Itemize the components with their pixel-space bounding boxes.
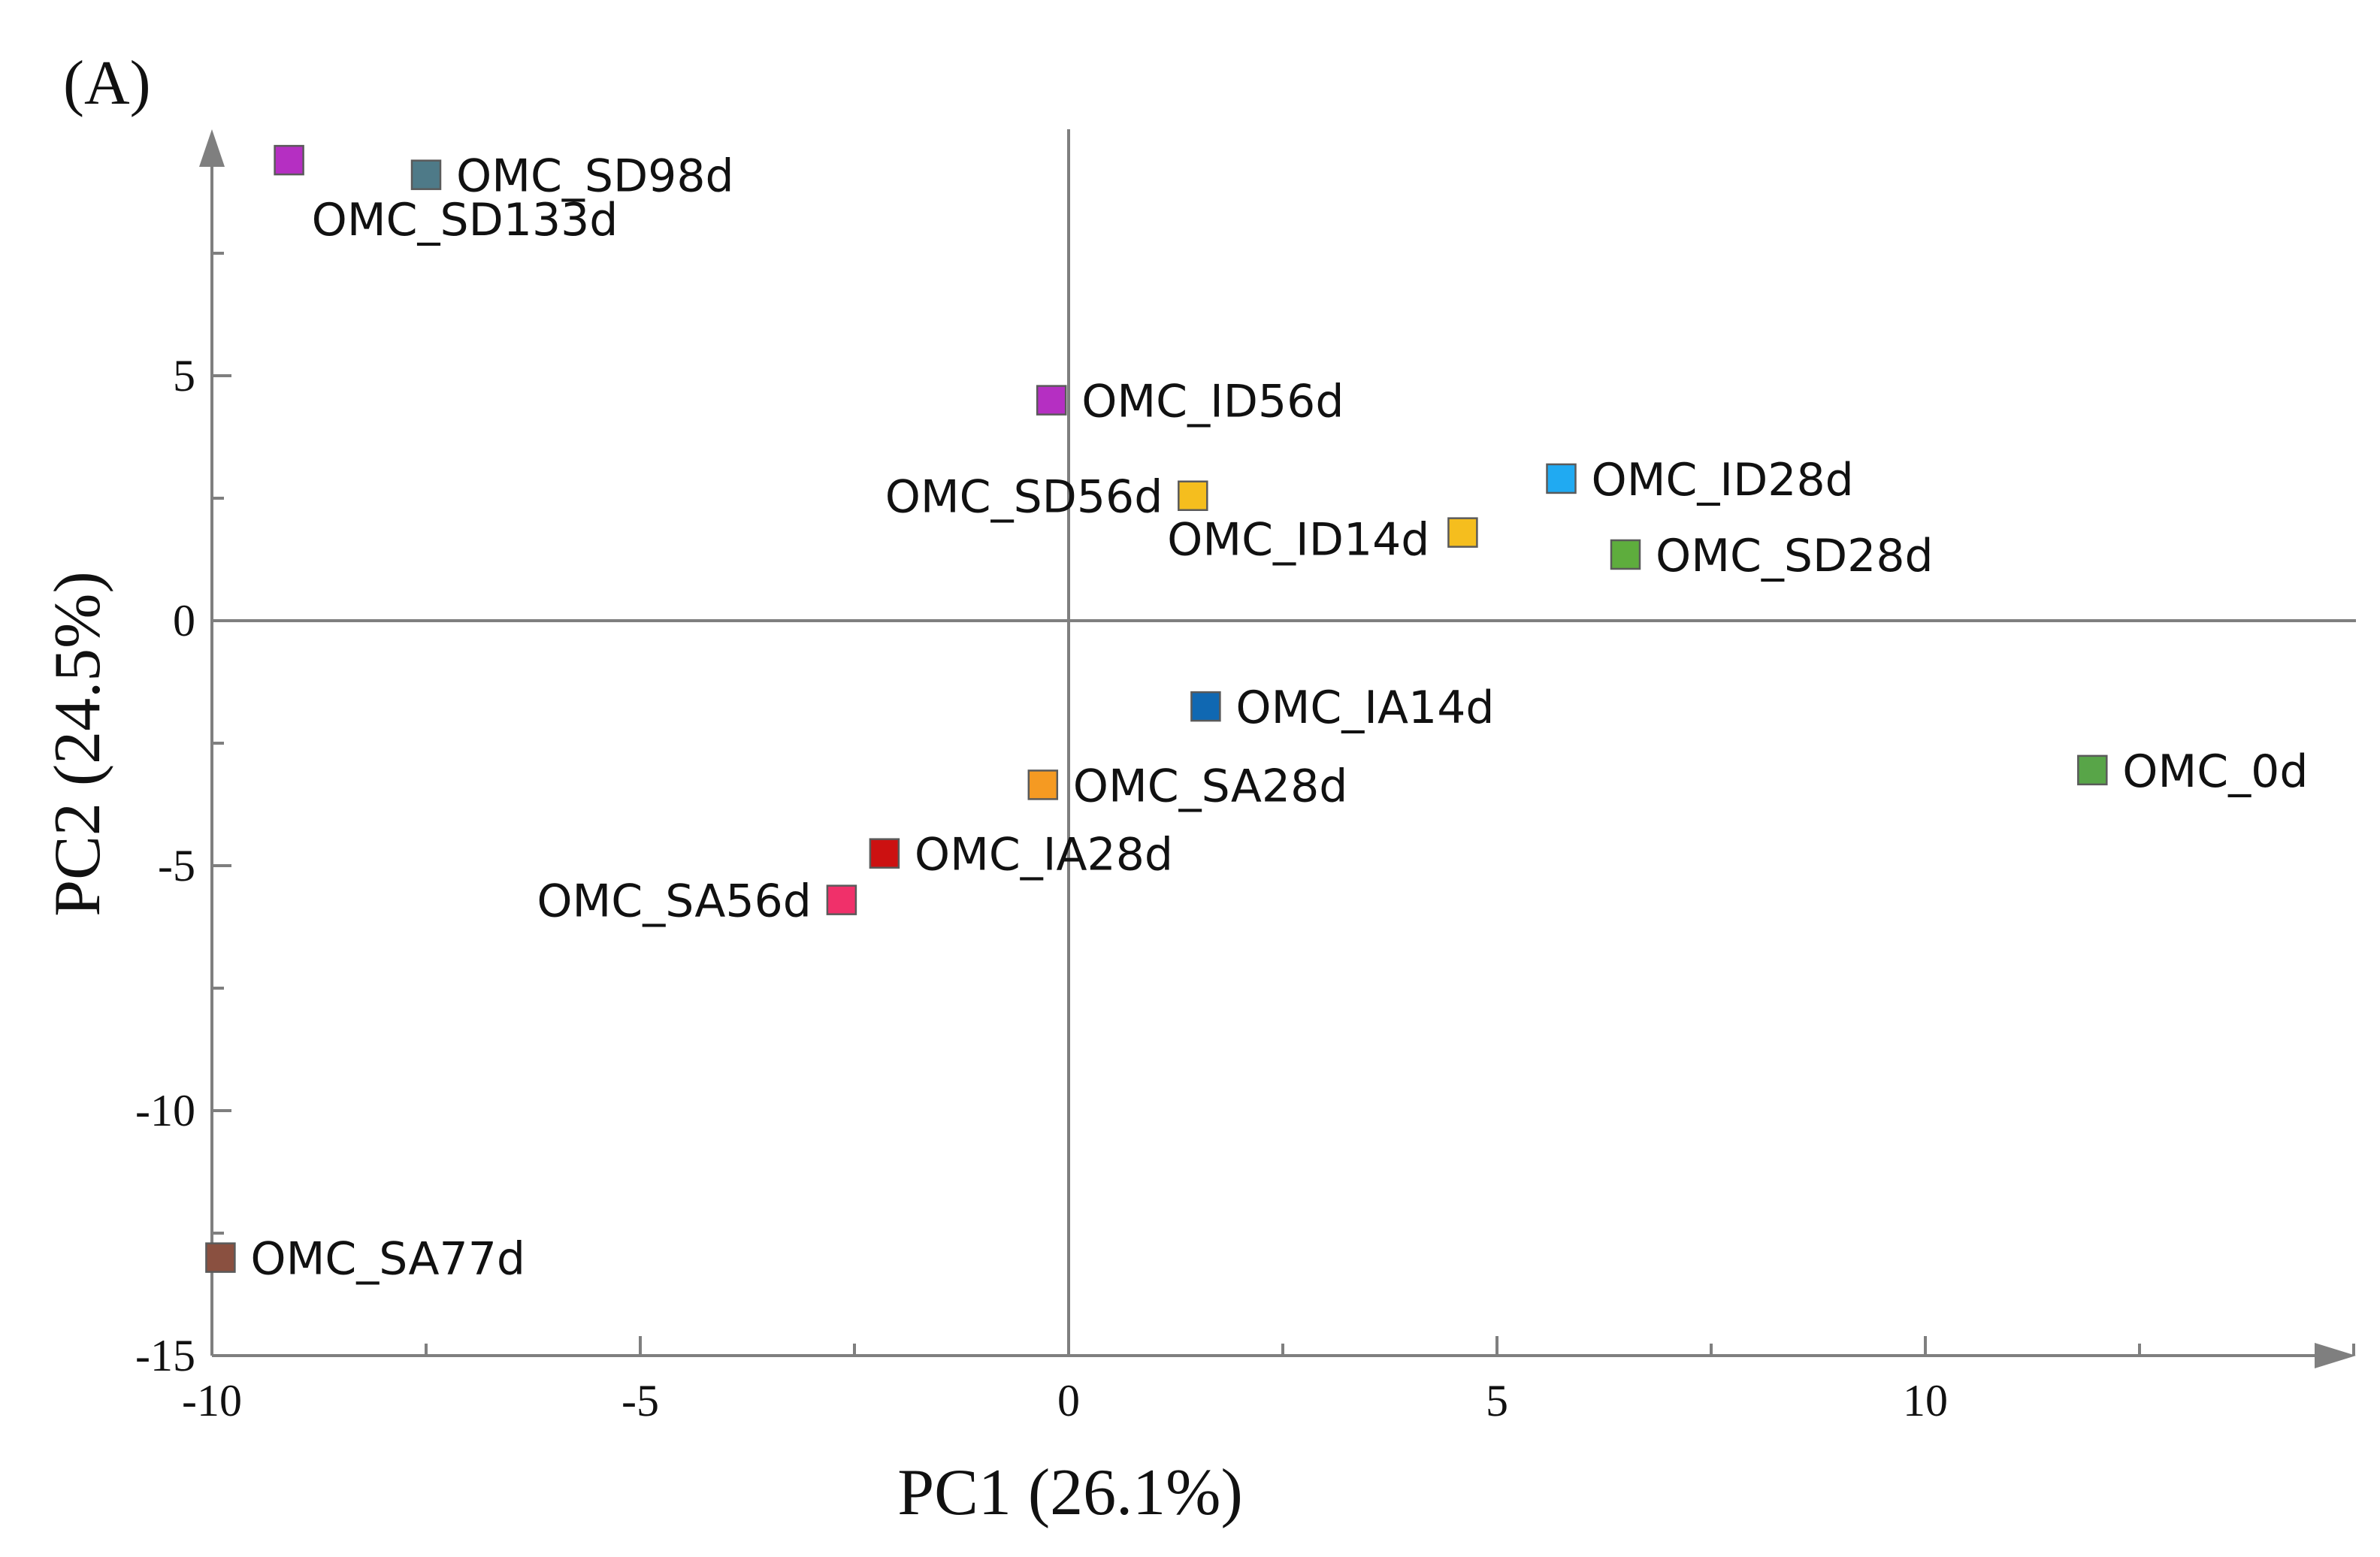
data-point: [1610, 539, 1641, 570]
y-tick-label: -5: [158, 841, 195, 890]
data-point-label: OMC_SA56d: [537, 875, 812, 928]
x-tick-label: 0: [1057, 1376, 1080, 1425]
data-point: [1546, 463, 1577, 494]
x-tick-label: -5: [621, 1376, 659, 1425]
data-point: [2077, 754, 2108, 786]
y-tick-label: -10: [135, 1086, 195, 1135]
point-group: OMC_SA77d: [205, 1233, 525, 1286]
point-group: OMC_SD98d: [410, 150, 734, 203]
data-point: [1190, 691, 1221, 722]
x-tick-label: 10: [1903, 1376, 1948, 1425]
x-tick-label: -10: [182, 1376, 242, 1425]
data-point: [410, 159, 442, 190]
data-point: [205, 1242, 236, 1273]
point-group: OMC_IA14d: [1190, 682, 1494, 734]
y-axis-title: PC2 (24.5%): [41, 571, 114, 917]
data-point-label: OMC_ID56d: [1081, 376, 1344, 428]
data-point: [1036, 385, 1067, 416]
data-point-label: OMC_SA28d: [1073, 760, 1348, 812]
data-point-label: OMC_IA28d: [915, 829, 1173, 881]
point-group: OMC_ID56d: [1036, 376, 1344, 428]
data-point-label: OMC_SA77d: [250, 1233, 525, 1286]
data-point: [274, 144, 304, 176]
point-group: OMC_SD133d: [274, 144, 618, 246]
axis-ticks: -10 -5 0 5 10-15-10-505: [135, 252, 2355, 1425]
point-group: OMC_ID14d: [1167, 514, 1478, 567]
point-group: OMC_SD28d: [1610, 530, 1934, 582]
data-point-label: OMC_ID28d: [1592, 454, 1854, 506]
axes: [199, 129, 2356, 1368]
data-point: [1447, 517, 1478, 548]
point-group: OMC_SA28d: [1027, 760, 1348, 812]
data-point: [1178, 480, 1208, 511]
point-group: OMC_SA56d: [537, 875, 857, 928]
data-point: [826, 884, 857, 915]
x-axis-arrow: [2315, 1343, 2356, 1368]
y-tick-label: -15: [135, 1331, 195, 1380]
point-group: OMC_0d: [2077, 745, 2308, 798]
data-point-label: OMC_SD133d: [312, 194, 618, 246]
x-tick-label: 5: [1486, 1376, 1508, 1425]
panel-label: (A): [63, 48, 151, 118]
data-point-label: OMC_SD98d: [456, 150, 734, 203]
data-point: [1027, 769, 1059, 800]
data-point-label: OMC_ID14d: [1167, 514, 1429, 567]
data-points: OMC_SD133dOMC_SD98dOMC_ID56dOMC_SD56dOMC…: [205, 144, 2308, 1286]
x-axis-title: PC1 (26.1%): [897, 1456, 1243, 1529]
y-tick-label: 0: [173, 596, 195, 645]
y-axis-arrow: [199, 129, 225, 167]
data-point-label: OMC_IA14d: [1235, 682, 1494, 734]
point-group: OMC_SD56d: [885, 471, 1208, 524]
y-tick-label: 5: [173, 351, 195, 401]
data-point: [869, 838, 900, 869]
point-group: OMC_IA28d: [869, 829, 1173, 881]
point-group: OMC_ID28d: [1546, 454, 1854, 506]
data-point-label: OMC_SD56d: [885, 471, 1163, 524]
data-point-label: OMC_SD28d: [1656, 530, 1934, 582]
data-point-label: OMC_0d: [2122, 745, 2308, 798]
